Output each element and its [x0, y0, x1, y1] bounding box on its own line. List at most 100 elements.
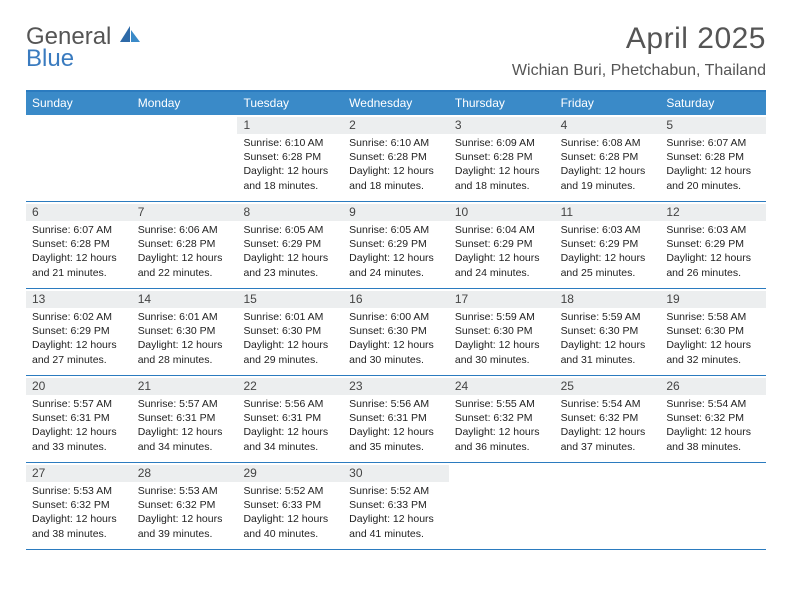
date-number: 14 — [138, 292, 232, 306]
sunset-text: Sunset: 6:33 PM — [243, 498, 337, 512]
date-number-row: 8 — [237, 204, 343, 221]
sunset-text: Sunset: 6:29 PM — [32, 324, 126, 338]
daylight-text: Daylight: 12 hours and 26 minutes. — [666, 251, 760, 279]
sunrise-text: Sunrise: 6:00 AM — [349, 310, 443, 324]
date-number-row: 1 — [237, 117, 343, 134]
day-cell: 20Sunrise: 5:57 AMSunset: 6:31 PMDayligh… — [26, 376, 132, 462]
dayhead-fri: Friday — [555, 92, 661, 115]
date-number: 13 — [32, 292, 126, 306]
sunrise-text: Sunrise: 5:52 AM — [349, 484, 443, 498]
sunrise-text: Sunrise: 5:53 AM — [138, 484, 232, 498]
title-block: April 2025 Wichian Buri, Phetchabun, Tha… — [512, 22, 766, 80]
daylight-text: Daylight: 12 hours and 35 minutes. — [349, 425, 443, 453]
location: Wichian Buri, Phetchabun, Thailand — [512, 62, 766, 80]
daylight-text: Daylight: 12 hours and 38 minutes. — [32, 512, 126, 540]
daylight-text: Daylight: 12 hours and 24 minutes. — [349, 251, 443, 279]
date-number: 23 — [349, 379, 443, 393]
date-number: 21 — [138, 379, 232, 393]
date-number: 8 — [243, 205, 337, 219]
date-number-row: 4 — [555, 117, 661, 134]
sunset-text: Sunset: 6:32 PM — [32, 498, 126, 512]
week-row: 6Sunrise: 6:07 AMSunset: 6:28 PMDaylight… — [26, 202, 766, 289]
sunset-text: Sunset: 6:28 PM — [666, 150, 760, 164]
date-number-row: 3 — [449, 117, 555, 134]
date-number-row: 7 — [132, 204, 238, 221]
date-number: 28 — [138, 466, 232, 480]
day-cell: 6Sunrise: 6:07 AMSunset: 6:28 PMDaylight… — [26, 202, 132, 288]
day-cell: 11Sunrise: 6:03 AMSunset: 6:29 PMDayligh… — [555, 202, 661, 288]
date-number-row: 23 — [343, 378, 449, 395]
daylight-text: Daylight: 12 hours and 28 minutes. — [138, 338, 232, 366]
day-cell: 10Sunrise: 6:04 AMSunset: 6:29 PMDayligh… — [449, 202, 555, 288]
logo-word-blue: Blue — [26, 47, 142, 71]
sunset-text: Sunset: 6:28 PM — [243, 150, 337, 164]
date-number: 11 — [561, 205, 655, 219]
daylight-text: Daylight: 12 hours and 18 minutes. — [243, 164, 337, 192]
date-number-row: 24 — [449, 378, 555, 395]
date-number-row: 14 — [132, 291, 238, 308]
day-cell: 28Sunrise: 5:53 AMSunset: 6:32 PMDayligh… — [132, 463, 238, 549]
date-number-row: 28 — [132, 465, 238, 482]
day-cell — [555, 463, 661, 549]
daylight-text: Daylight: 12 hours and 24 minutes. — [455, 251, 549, 279]
daylight-text: Daylight: 12 hours and 39 minutes. — [138, 512, 232, 540]
date-number: 3 — [455, 118, 549, 132]
day-cell: 26Sunrise: 5:54 AMSunset: 6:32 PMDayligh… — [660, 376, 766, 462]
date-number-row: 15 — [237, 291, 343, 308]
date-number: 19 — [666, 292, 760, 306]
date-number: 17 — [455, 292, 549, 306]
sunset-text: Sunset: 6:30 PM — [138, 324, 232, 338]
daylight-text: Daylight: 12 hours and 19 minutes. — [561, 164, 655, 192]
date-number: 16 — [349, 292, 443, 306]
daylight-text: Daylight: 12 hours and 40 minutes. — [243, 512, 337, 540]
date-number-row: 6 — [26, 204, 132, 221]
day-cell: 12Sunrise: 6:03 AMSunset: 6:29 PMDayligh… — [660, 202, 766, 288]
daylight-text: Daylight: 12 hours and 34 minutes. — [138, 425, 232, 453]
week-row: 13Sunrise: 6:02 AMSunset: 6:29 PMDayligh… — [26, 289, 766, 376]
day-cell: 21Sunrise: 5:57 AMSunset: 6:31 PMDayligh… — [132, 376, 238, 462]
sunset-text: Sunset: 6:28 PM — [455, 150, 549, 164]
date-number: 29 — [243, 466, 337, 480]
date-number-row: 27 — [26, 465, 132, 482]
date-number: 22 — [243, 379, 337, 393]
week-row: 1Sunrise: 6:10 AMSunset: 6:28 PMDaylight… — [26, 115, 766, 202]
sunrise-text: Sunrise: 5:54 AM — [666, 397, 760, 411]
day-cell: 9Sunrise: 6:05 AMSunset: 6:29 PMDaylight… — [343, 202, 449, 288]
daylight-text: Daylight: 12 hours and 30 minutes. — [349, 338, 443, 366]
sunrise-text: Sunrise: 5:56 AM — [349, 397, 443, 411]
dayhead-sat: Saturday — [660, 92, 766, 115]
sunrise-text: Sunrise: 6:09 AM — [455, 136, 549, 150]
sunset-text: Sunset: 6:29 PM — [666, 237, 760, 251]
day-cell: 24Sunrise: 5:55 AMSunset: 6:32 PMDayligh… — [449, 376, 555, 462]
sunrise-text: Sunrise: 5:52 AM — [243, 484, 337, 498]
sunset-text: Sunset: 6:30 PM — [666, 324, 760, 338]
calendar: Sunday Monday Tuesday Wednesday Thursday… — [26, 90, 766, 550]
day-cell: 30Sunrise: 5:52 AMSunset: 6:33 PMDayligh… — [343, 463, 449, 549]
day-cell: 2Sunrise: 6:10 AMSunset: 6:28 PMDaylight… — [343, 115, 449, 201]
daylight-text: Daylight: 12 hours and 18 minutes. — [349, 164, 443, 192]
date-number: 9 — [349, 205, 443, 219]
date-number: 26 — [666, 379, 760, 393]
sunrise-text: Sunrise: 6:10 AM — [243, 136, 337, 150]
date-number: 27 — [32, 466, 126, 480]
date-number-row: 30 — [343, 465, 449, 482]
sunset-text: Sunset: 6:28 PM — [561, 150, 655, 164]
sunrise-text: Sunrise: 5:55 AM — [455, 397, 549, 411]
date-number: 30 — [349, 466, 443, 480]
sunset-text: Sunset: 6:32 PM — [561, 411, 655, 425]
sunrise-text: Sunrise: 5:59 AM — [455, 310, 549, 324]
date-number-row: 9 — [343, 204, 449, 221]
date-number-row: 22 — [237, 378, 343, 395]
date-number-row — [660, 465, 766, 468]
day-cell — [132, 115, 238, 201]
date-number-row: 13 — [26, 291, 132, 308]
daylight-text: Daylight: 12 hours and 18 minutes. — [455, 164, 549, 192]
date-number-row: 20 — [26, 378, 132, 395]
sunset-text: Sunset: 6:28 PM — [138, 237, 232, 251]
day-cell: 3 Sunrise: 6:09 AMSunset: 6:28 PMDaylight… — [449, 115, 555, 201]
sunset-text: Sunset: 6:29 PM — [455, 237, 549, 251]
daylight-text: Daylight: 12 hours and 30 minutes. — [455, 338, 549, 366]
sunrise-text: Sunrise: 6:03 AM — [666, 223, 760, 237]
day-cell: 18Sunrise: 5:59 AMSunset: 6:30 PMDayligh… — [555, 289, 661, 375]
sunrise-text: Sunrise: 5:59 AM — [561, 310, 655, 324]
